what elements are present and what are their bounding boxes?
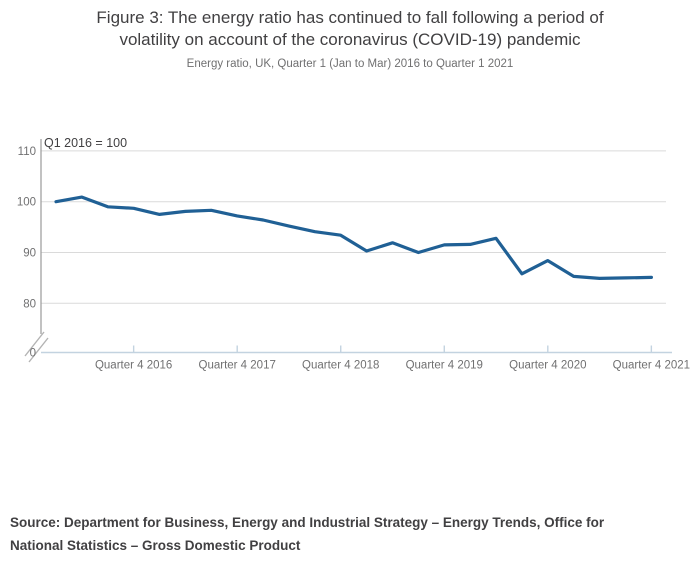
x-axis-tick-label: Quarter 4 2021 [613,360,690,372]
source-line-2: National Statistics – Gross Domestic Pro… [10,538,301,553]
y-axis-tick-label: 80 [23,298,36,310]
x-axis-tick-label: Quarter 4 2019 [406,360,483,372]
y-axis-tick-label: 90 [23,248,36,260]
x-axis-tick-label: Quarter 4 2018 [302,360,379,372]
x-axis-tick-label: Quarter 4 2016 [95,360,172,372]
energy-ratio-chart: Quarter 4 2016 Quarter 4 2017 Quarter 4 20… [17,136,690,372]
x-axis-tick-label: Quarter 4 2017 [199,360,276,372]
chart-header: Figure 3: The energy ratio has continued… [0,7,700,70]
energy-ratio-line-series [54,195,654,280]
source-note: Source: Department for Business, Energy … [10,511,690,557]
source-line-1: Source: Department for Business, Energy … [10,515,605,530]
axis-break-slash-1 [24,331,45,357]
y-axis-tick-label: 110 [18,146,36,158]
index-annotation: Q1 2016 = 100 [44,136,127,150]
chart-title-line-1: Figure 3: The energy ratio has continued… [96,8,604,27]
chart-title-line-2: volatility on account of the coronavirus… [119,30,581,49]
y-axis-tick-label: 100 [17,197,36,209]
y-axis-tick-label: 0 [30,348,36,360]
x-axis-tick-label: Quarter 4 2020 [509,360,586,372]
chart-subtitle: Energy ratio, UK, Quarter 1 (Jan to Mar)… [186,58,514,70]
chart-area: Quarter 4 2016 Quarter 4 2017 Quarter 4 20… [0,125,700,380]
axis-break-slash-2 [28,337,49,363]
